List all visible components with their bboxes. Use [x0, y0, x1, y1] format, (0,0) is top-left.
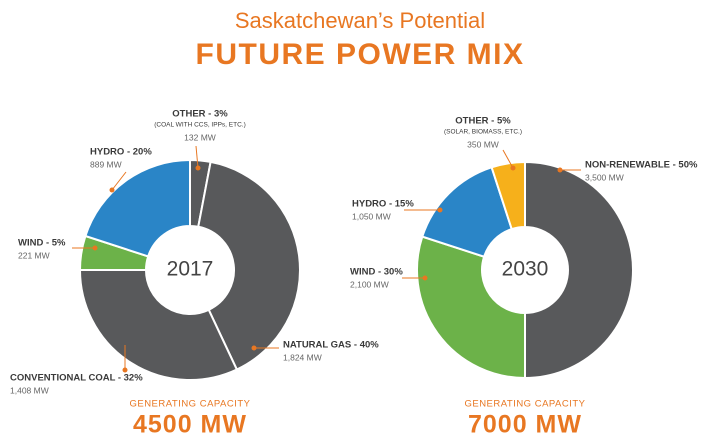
slice-label: WIND - 5%: [18, 238, 66, 249]
leader-dot: [251, 345, 257, 351]
leader-line: [195, 145, 199, 169]
slice-mw: 889 MW: [90, 159, 122, 169]
center-label: 2030: [502, 258, 549, 281]
leader-dot: [422, 275, 428, 281]
slice-label: WIND - 30%: [350, 267, 403, 278]
donut-hole: [482, 227, 568, 313]
caption: GENERATING CAPACITY: [464, 399, 585, 410]
slice-label: HYDRO - 20%: [90, 147, 152, 158]
leader-dot: [510, 165, 516, 171]
leader-dot: [109, 187, 115, 193]
leader-dot: [437, 207, 443, 213]
caption: GENERATING CAPACITY: [129, 399, 250, 410]
leader-line: [502, 149, 514, 169]
total: 4500 MW: [133, 411, 247, 439]
slice-mw: 221 MW: [18, 250, 50, 260]
leader-dot: [92, 245, 98, 251]
slice-label: HYDRO - 15%: [352, 199, 414, 210]
leader-line: [111, 171, 127, 191]
slice-mw: 132 MW: [184, 132, 216, 142]
slice-label: NON-RENEWABLE - 50%: [585, 160, 698, 171]
total: 7000 MW: [468, 411, 582, 439]
heading: FUTURE POWER MIX: [196, 38, 525, 71]
slice-note: (SOLAR, BIOMASS, ETC.): [444, 129, 522, 136]
slice-mw: 3,500 MW: [585, 172, 624, 182]
leader-dot: [557, 167, 563, 173]
center-label: 2017: [167, 258, 214, 281]
slice-mw: 1,408 MW: [10, 385, 49, 395]
slice-mw: 1,824 MW: [283, 352, 322, 362]
slice-label: OTHER - 3%: [172, 109, 228, 120]
donut-hole: [146, 226, 234, 314]
slice-label: NATURAL GAS - 40%: [283, 340, 379, 351]
slice-mw: 1,050 MW: [352, 211, 391, 221]
slice-label: OTHER - 5%: [455, 116, 511, 127]
slice-label: CONVENTIONAL COAL - 32%: [10, 373, 143, 384]
slice-mw: 2,100 MW: [350, 279, 389, 289]
leader-dot: [122, 367, 128, 373]
slice-note: (COAL WITH CCS, IPPs, ETC.): [154, 122, 246, 129]
title: Saskatchewan’s Potential: [235, 8, 485, 33]
leader-dot: [195, 165, 201, 171]
slice-mw: 350 MW: [467, 139, 499, 149]
